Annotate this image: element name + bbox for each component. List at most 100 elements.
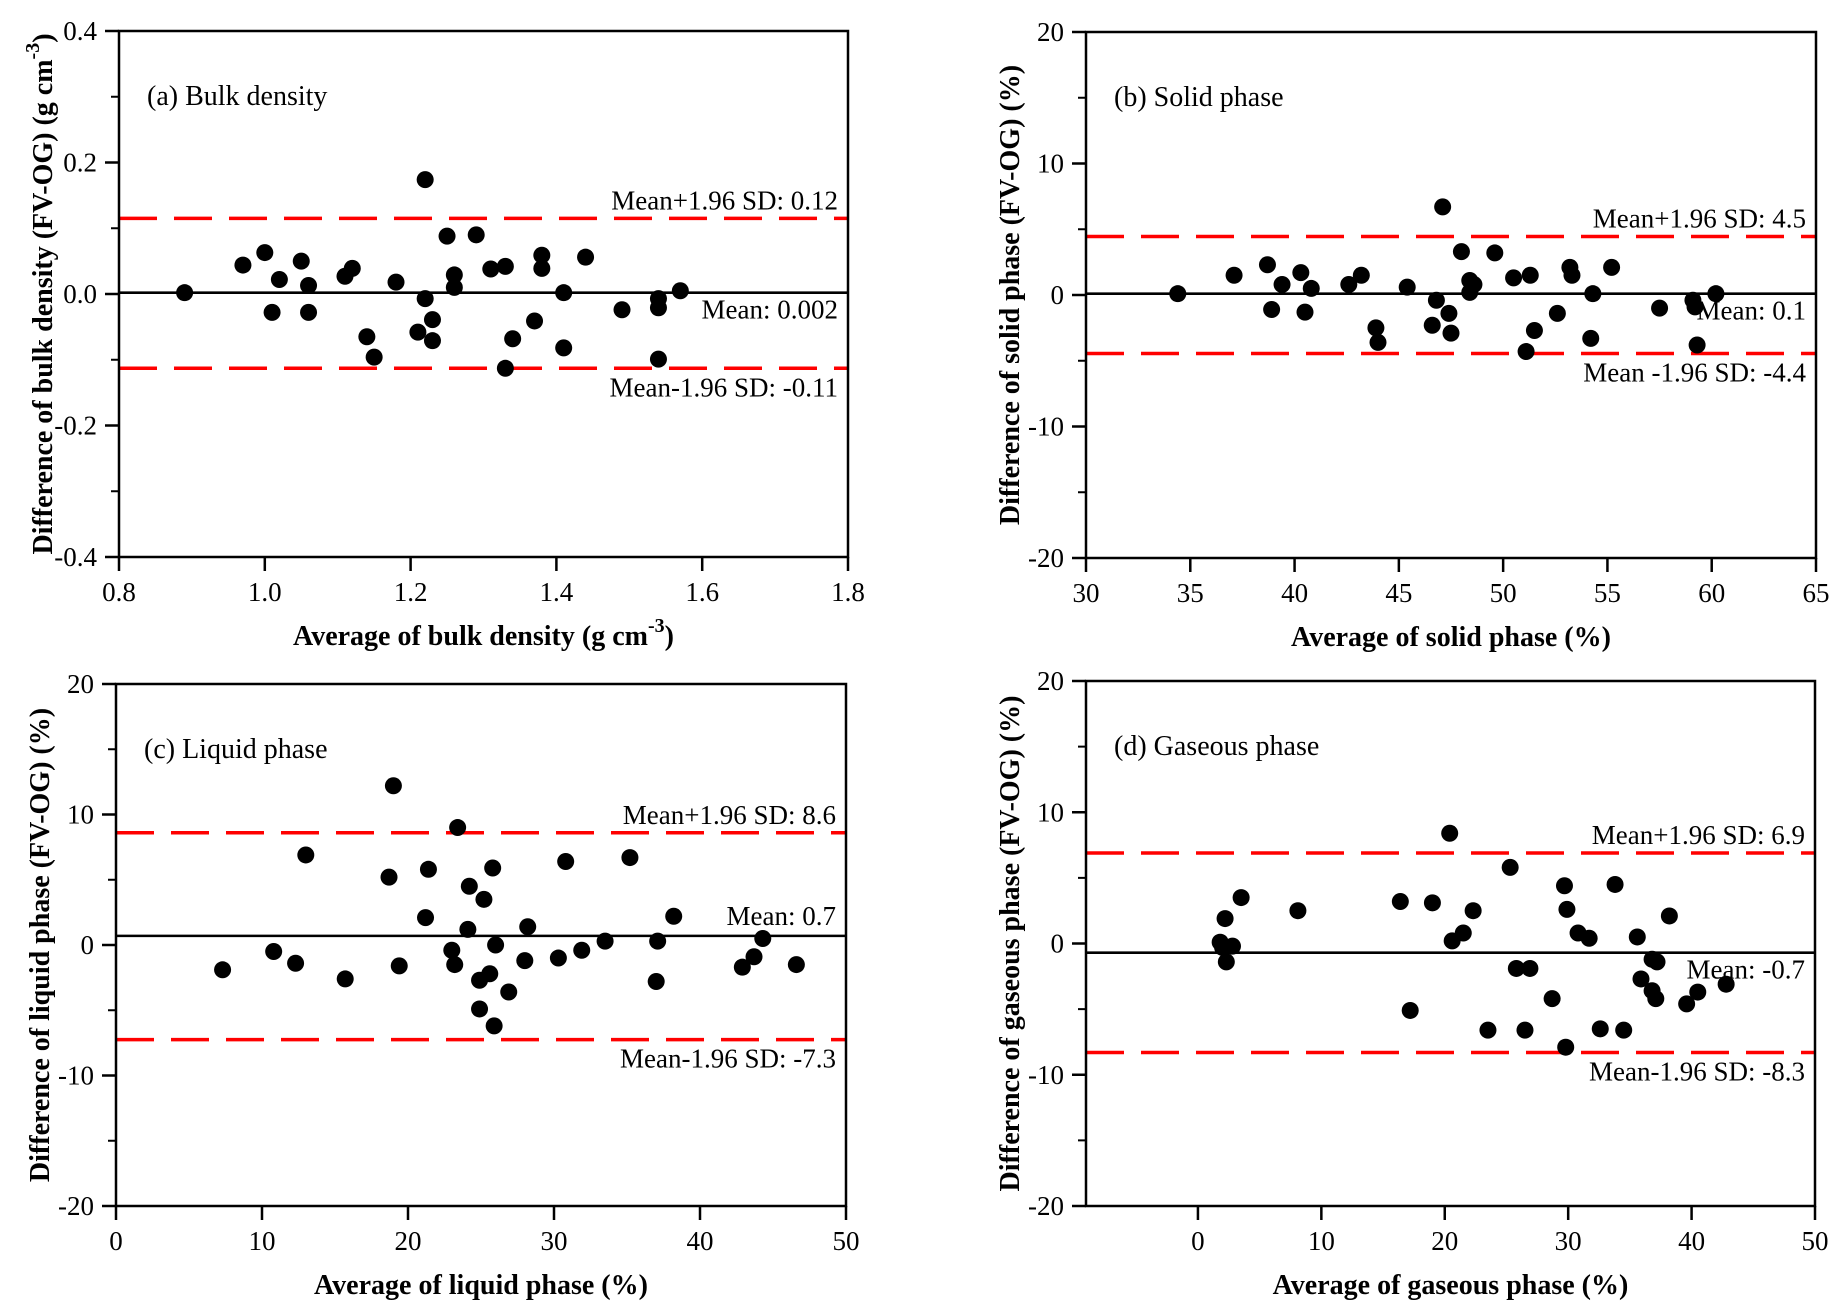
data-point <box>485 1017 503 1035</box>
data-point <box>390 957 408 975</box>
data-point <box>504 330 522 348</box>
panel-d: 20 10 0 -10 -20 0 10 20 30 40 50 Mean+1.96 SD: 6.9 M… <box>995 666 1829 1301</box>
x-tick-label: 35 <box>1177 578 1204 608</box>
data-point <box>1423 316 1441 334</box>
data-point <box>445 278 463 296</box>
mean-label: Mean: -0.7 <box>1687 955 1805 985</box>
data-point <box>336 970 354 988</box>
data-point <box>475 890 493 908</box>
y-tick-label: -10 <box>58 1061 94 1091</box>
data-point <box>471 1000 489 1018</box>
x-tick-label: 10 <box>249 1226 276 1256</box>
y-tick-label: 10 <box>1037 149 1064 179</box>
data-point <box>1501 858 1519 876</box>
data-point <box>1689 983 1707 1001</box>
x-tick-label: 50 <box>833 1226 860 1256</box>
data-point <box>1647 990 1665 1008</box>
data-point <box>481 965 499 983</box>
data-point <box>380 868 398 886</box>
data-point <box>573 941 591 959</box>
panel-title: (a) Bulk density <box>147 81 327 112</box>
data-point <box>555 339 573 357</box>
data-point <box>596 932 614 950</box>
y-tick-label: -10 <box>1028 412 1064 442</box>
data-point <box>1606 875 1624 893</box>
y-axis-title: Difference of bulk density (FV-OG) (g cm… <box>22 33 59 554</box>
data-point <box>1292 264 1310 282</box>
data-point <box>263 303 281 321</box>
panel-b: 20 10 0 -10 -20 30 35 40 45 50 55 60 65 Mean+1.96 SD:… <box>995 17 1830 653</box>
data-point <box>446 956 464 974</box>
lower-limit-label: Mean-1.96 SD: -7.3 <box>620 1044 836 1074</box>
data-point <box>1584 285 1602 303</box>
scatter-points <box>214 777 805 1035</box>
x-tick-label: 0 <box>1191 1226 1205 1256</box>
data-point <box>423 332 441 350</box>
data-point <box>1548 304 1566 322</box>
x-tick-label: 30 <box>541 1226 568 1256</box>
x-tick-label: 50 <box>1802 1226 1829 1256</box>
data-point <box>1232 889 1250 907</box>
panel-a: 0.4 0.2 0.0 -0.2 -0.40.8 1.0 1.2 1.4 1.6 1.8 Mean+… <box>22 16 865 652</box>
data-point <box>500 983 518 1001</box>
y-axis-title: Difference of liquid phase (FV-OG) (%) <box>25 708 56 1182</box>
lower-limit-label: Mean -1.96 SD: -4.4 <box>1583 358 1806 388</box>
data-point <box>526 312 544 330</box>
data-point <box>1517 343 1535 361</box>
data-point <box>1216 910 1234 928</box>
data-point <box>1628 928 1646 946</box>
upper-limit-label: Mean+1.96 SD: 8.6 <box>623 800 836 830</box>
data-point <box>1273 275 1291 293</box>
data-point <box>417 909 435 927</box>
x-axis-title: Average of liquid phase (%) <box>314 1270 648 1301</box>
data-point <box>297 846 315 864</box>
data-point <box>1521 959 1539 977</box>
data-point <box>647 973 665 991</box>
data-point <box>1391 893 1409 910</box>
data-point <box>1505 269 1523 287</box>
data-point <box>733 958 751 976</box>
data-point <box>1660 907 1678 925</box>
x-tick-label: 0.8 <box>102 577 136 607</box>
data-point <box>1464 902 1482 920</box>
y-tick-label: 0 <box>81 930 95 960</box>
x-tick-label: 65 <box>1803 578 1830 608</box>
x-tick-label: 20 <box>395 1226 422 1256</box>
x-tick-label: 40 <box>687 1226 714 1256</box>
data-point <box>1678 995 1696 1013</box>
data-point <box>292 252 310 270</box>
data-point <box>1555 877 1573 895</box>
data-point <box>234 256 252 274</box>
data-point <box>1442 324 1460 342</box>
data-point <box>460 877 478 895</box>
y-tick-label: -10 <box>1028 1060 1064 1090</box>
data-point <box>445 266 463 284</box>
panel-c: 20 10 0 -10 -20 0 10 20 30 40 50 Mean+1.96 SD: 8.6 M… <box>25 669 860 1301</box>
data-point <box>1217 953 1235 971</box>
x-axis-title: Average of solid phase (%) <box>1291 622 1611 653</box>
data-point <box>1340 275 1358 293</box>
x-tick-label: 60 <box>1698 578 1725 608</box>
data-point <box>1401 1001 1419 1019</box>
data-point <box>1615 1021 1633 1039</box>
y-tick-label: 0 <box>1051 929 1065 959</box>
data-point <box>214 961 232 979</box>
data-point <box>467 226 485 244</box>
data-point <box>1648 953 1666 971</box>
y-tick-label: -20 <box>1028 543 1064 573</box>
lower-limit-label: Mean-1.96 SD: -8.3 <box>1589 1056 1805 1086</box>
y-tick-label: 20 <box>1037 666 1064 696</box>
data-point <box>787 956 805 974</box>
y-tick-label: -0.4 <box>54 542 97 572</box>
data-point <box>649 932 667 950</box>
data-point <box>557 852 575 870</box>
data-point <box>496 257 514 275</box>
data-point <box>459 920 477 938</box>
data-point <box>1263 300 1281 318</box>
data-point <box>496 359 514 377</box>
panel-title: (b) Solid phase <box>1114 82 1284 113</box>
data-point <box>745 948 763 966</box>
data-point <box>1580 929 1598 947</box>
data-point <box>1352 266 1370 284</box>
x-tick-label: 55 <box>1594 578 1621 608</box>
